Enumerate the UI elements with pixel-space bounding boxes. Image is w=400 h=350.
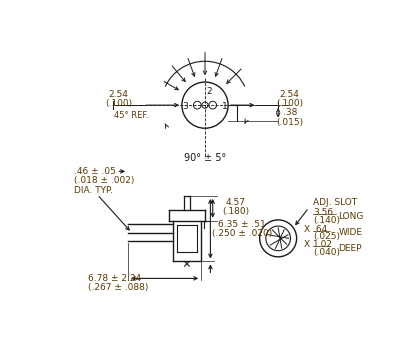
Text: (.018 ± .002): (.018 ± .002) xyxy=(74,176,134,185)
Text: (.267 ± .088): (.267 ± .088) xyxy=(88,283,148,292)
Text: 3: 3 xyxy=(182,102,188,111)
Text: (.100): (.100) xyxy=(105,99,132,108)
Text: LONG: LONG xyxy=(338,212,364,221)
Text: 90° ± 5°: 90° ± 5° xyxy=(184,153,226,163)
Text: .38: .38 xyxy=(282,108,297,117)
Text: (.025): (.025) xyxy=(313,232,340,241)
Text: 1: 1 xyxy=(222,102,228,111)
Text: 2.54: 2.54 xyxy=(280,90,300,99)
Text: (.015): (.015) xyxy=(276,118,303,127)
Text: (.140): (.140) xyxy=(313,216,340,225)
Text: WIDE: WIDE xyxy=(338,229,362,237)
Text: .46 ± .05: .46 ± .05 xyxy=(74,167,116,176)
Text: 4.57: 4.57 xyxy=(226,198,246,206)
Text: (.100): (.100) xyxy=(276,99,303,108)
Text: 6.78 ± 2.24: 6.78 ± 2.24 xyxy=(88,274,141,283)
Text: ADJ. SLOT: ADJ. SLOT xyxy=(313,198,357,206)
Text: X: X xyxy=(304,225,310,233)
Text: (.180): (.180) xyxy=(222,207,249,216)
Text: (.040): (.040) xyxy=(313,248,340,257)
Text: 1.02: 1.02 xyxy=(313,240,333,249)
Text: .64: .64 xyxy=(313,225,327,233)
Text: DEEP: DEEP xyxy=(338,244,362,253)
Text: 3.56: 3.56 xyxy=(313,209,333,217)
Text: 45° REF.: 45° REF. xyxy=(114,111,149,120)
Text: (.250 ± .020): (.250 ± .020) xyxy=(212,229,272,238)
Text: 2.54: 2.54 xyxy=(109,90,129,99)
Text: DIA. TYP.: DIA. TYP. xyxy=(74,186,113,195)
Text: X: X xyxy=(304,240,310,249)
Text: 2: 2 xyxy=(207,87,212,96)
Text: 6.35 ± .51: 6.35 ± .51 xyxy=(218,219,266,229)
